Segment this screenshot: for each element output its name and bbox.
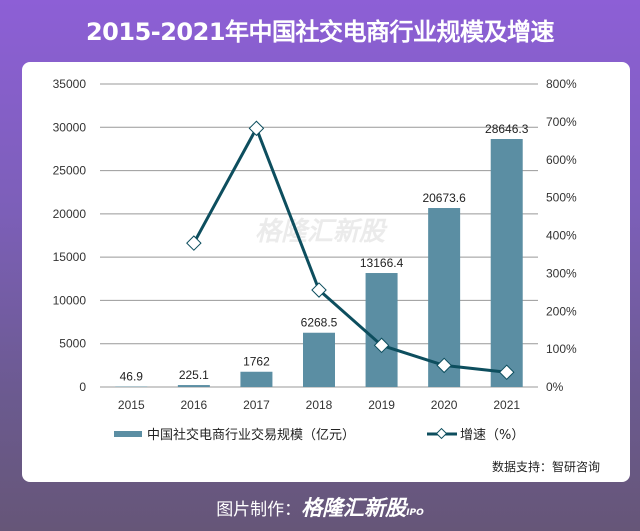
bar-data-label: 1762 (243, 355, 270, 369)
left-tick-label: 35000 (53, 77, 87, 91)
bar-data-label: 225.1 (179, 368, 209, 382)
growth-marker (311, 282, 327, 298)
left-tick-label: 20000 (53, 207, 87, 221)
right-tick-label: 500% (546, 191, 577, 205)
bar-data-label: 20673.6 (422, 191, 466, 205)
bar (365, 273, 398, 387)
left-tick-label: 0 (79, 380, 86, 394)
legend-bar-swatch (114, 431, 142, 437)
bar (177, 385, 210, 387)
bar (428, 208, 461, 387)
legend-bar-label: 中国社交电商行业交易规模（亿元） (147, 427, 355, 443)
legend-line-label: 增速（%） (460, 428, 524, 443)
right-tick-label: 100% (546, 342, 577, 356)
growth-marker (373, 337, 390, 354)
growth-marker (436, 357, 452, 374)
brand-logo: 格隆汇新股 (301, 496, 407, 520)
brand-suffix: IPO (406, 508, 424, 518)
right-tick-label: 200% (546, 304, 577, 318)
bar-data-label: 46.9 (120, 370, 144, 384)
x-tick-label: 2015 (118, 398, 145, 412)
legend-line-marker (435, 427, 448, 440)
x-tick-label: 2018 (306, 398, 333, 412)
right-tick-label: 800% (546, 77, 577, 91)
growth-line (192, 124, 507, 374)
bar (240, 371, 273, 387)
left-tick-label: 15000 (53, 250, 87, 264)
bar (303, 332, 335, 387)
growth-marker (248, 120, 265, 137)
x-tick-label: 2017 (243, 398, 270, 412)
bar-data-label: 28646.3 (485, 122, 529, 136)
x-tick-label: 2020 (431, 398, 458, 412)
bar-data-label: 13166.4 (360, 256, 404, 270)
source-note: 数据支持：智研咨询 (491, 460, 600, 474)
bar (490, 139, 523, 387)
right-tick-label: 600% (546, 153, 577, 167)
footer: 图片制作：格隆汇新股IPO (0, 492, 640, 522)
x-tick-label: 2016 (181, 398, 208, 412)
growth-marker (498, 364, 515, 381)
growth-marker (186, 235, 202, 251)
page-title: 2015-2021年中国社交电商行业规模及增速 (85, 18, 555, 46)
left-tick-label: 25000 (53, 164, 87, 178)
right-tick-label: 400% (546, 229, 577, 243)
right-tick-label: 0% (546, 380, 564, 394)
left-tick-label: 30000 (53, 120, 87, 134)
right-tick-label: 300% (546, 266, 577, 280)
left-tick-label: 10000 (53, 293, 87, 307)
footer-label: 图片制作： (216, 500, 302, 520)
left-tick-label: 5000 (59, 337, 86, 351)
x-tick-label: 2021 (493, 398, 520, 412)
chart-card (22, 62, 630, 482)
right-tick-label: 700% (546, 115, 577, 129)
watermark: 格隆汇新股 (255, 217, 388, 247)
x-tick-label: 2019 (368, 398, 395, 412)
bar-data-label: 6268.5 (301, 316, 338, 330)
